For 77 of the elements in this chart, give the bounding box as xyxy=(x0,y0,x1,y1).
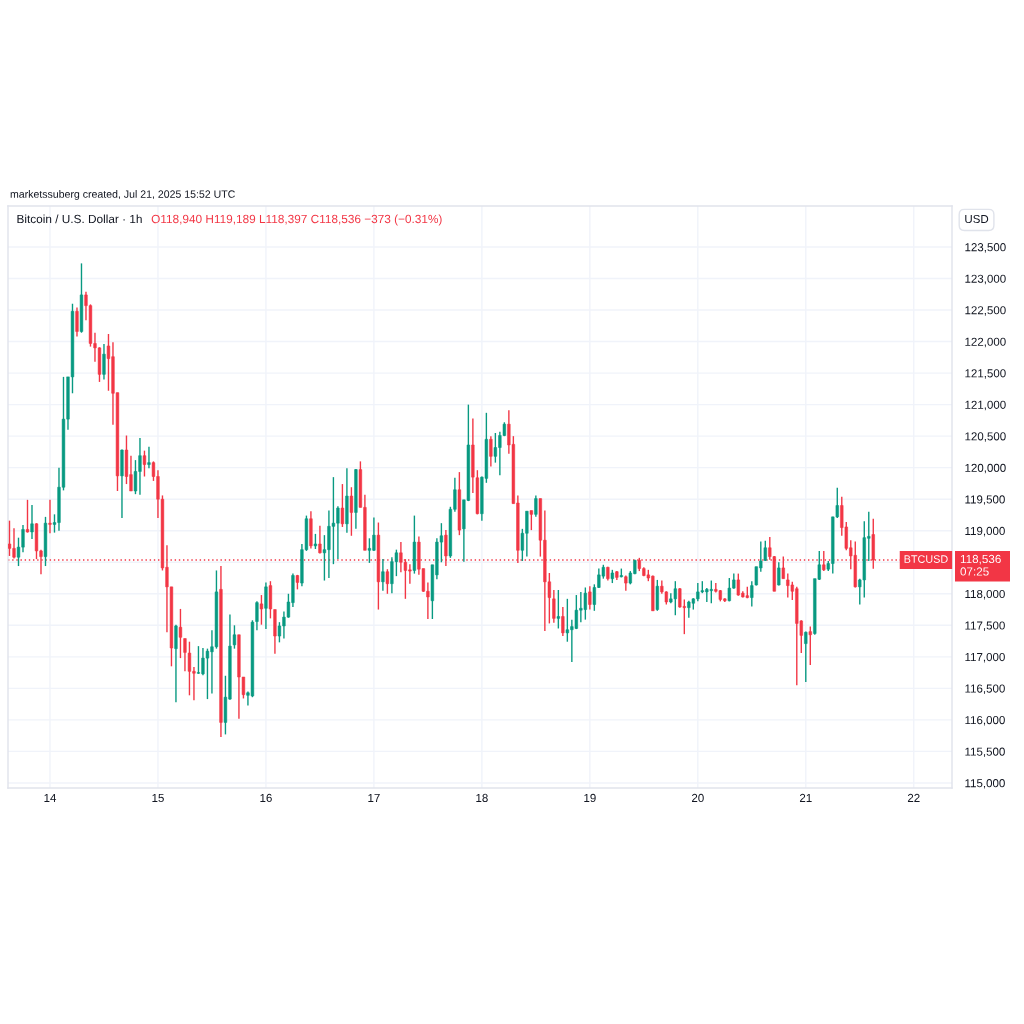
y-tick-label: 119,000 xyxy=(965,526,1005,537)
y-axis-title: USD xyxy=(965,214,989,224)
candlestick xyxy=(147,446,151,470)
candlestick xyxy=(552,589,556,624)
candlestick xyxy=(178,608,183,659)
candlestick xyxy=(678,587,682,609)
candlestick xyxy=(264,581,268,630)
y-tick-label: 122,000 xyxy=(965,337,1006,348)
candlestick xyxy=(804,630,808,683)
ref-line-label: BTCUSD xyxy=(904,555,948,563)
candlestick xyxy=(381,558,385,592)
candlestick xyxy=(318,524,322,555)
text: 118,536 xyxy=(960,554,1001,565)
y-tick-label: 115,500 xyxy=(965,747,1005,758)
candlestick xyxy=(781,555,785,580)
candlestick xyxy=(709,579,713,604)
candlestick xyxy=(534,494,538,518)
candlestick xyxy=(102,343,106,381)
candlestick xyxy=(561,606,565,637)
y-tick-label: 116,000 xyxy=(965,716,1005,726)
candlestick xyxy=(142,449,147,478)
text: Bitcoin / U.S. Dollar · 1h xyxy=(17,214,142,224)
y-tick-label: 118,000 xyxy=(965,589,1005,600)
candlestick xyxy=(196,645,201,675)
candlestick xyxy=(588,585,592,611)
y-tick-label: 123,500 xyxy=(965,243,1006,253)
x-tick-label: 20 xyxy=(691,793,704,803)
y-tick-label: 115,000 xyxy=(965,779,1005,789)
x-tick-label: 15 xyxy=(152,793,164,803)
y-tick-label: 123,000 xyxy=(965,274,1006,285)
x-tick-label: 14 xyxy=(44,793,57,802)
x-tick-label: 17 xyxy=(368,793,380,802)
y-tick-label: 120,000 xyxy=(965,463,1006,474)
candlestick xyxy=(340,483,345,528)
x-tick-label: 19 xyxy=(584,793,596,803)
candlestick xyxy=(444,529,448,567)
y-tick-label: 117,500 xyxy=(965,621,1005,631)
y-tick-label: 120,500 xyxy=(965,432,1006,442)
y-tick-label: 122,500 xyxy=(965,306,1006,316)
y-tick-label: 121,500 xyxy=(965,369,1006,379)
candlestick xyxy=(390,556,394,594)
x-tick-label: 21 xyxy=(799,793,812,802)
y-tick-label: 117,000 xyxy=(965,652,1005,663)
candlestick xyxy=(583,586,587,621)
candlestick xyxy=(8,519,12,557)
candlestick xyxy=(673,580,677,616)
candlestick xyxy=(205,647,210,700)
candlestick xyxy=(25,499,30,534)
y-tick-label: 116,500 xyxy=(965,684,1005,695)
candlestick xyxy=(655,579,659,612)
candlestick xyxy=(75,306,79,338)
candlestick xyxy=(259,594,264,626)
x-tick-label: 22 xyxy=(907,793,920,802)
candlestick xyxy=(30,504,34,540)
candlestick xyxy=(367,537,372,564)
candlestick xyxy=(106,333,111,392)
y-tick-label: 121,000 xyxy=(965,400,1006,411)
candlestick xyxy=(48,499,52,534)
candlestick xyxy=(187,641,192,697)
candlestick xyxy=(255,600,259,632)
text: 07:25 xyxy=(960,567,989,576)
candlestick xyxy=(529,509,533,531)
candlestick xyxy=(349,486,354,537)
candlestick xyxy=(133,459,138,495)
y-tick-label: 119,500 xyxy=(965,495,1005,505)
candlestick xyxy=(489,435,493,468)
text: marketssuberg created, Jul 21, 2025 15:52 UTC xyxy=(10,190,235,200)
candlestick xyxy=(786,572,790,599)
x-tick-label: 16 xyxy=(260,793,272,803)
candlestick xyxy=(385,568,390,595)
candlestick xyxy=(777,561,781,587)
text: O118,940 H119,189 L118,397 C118,536 −373 (−0.31%) xyxy=(151,214,442,226)
candlestick xyxy=(174,623,178,703)
candlestick xyxy=(183,637,187,673)
x-tick-label: 18 xyxy=(476,793,488,803)
candlestick xyxy=(556,589,560,630)
candlestick xyxy=(808,625,812,666)
